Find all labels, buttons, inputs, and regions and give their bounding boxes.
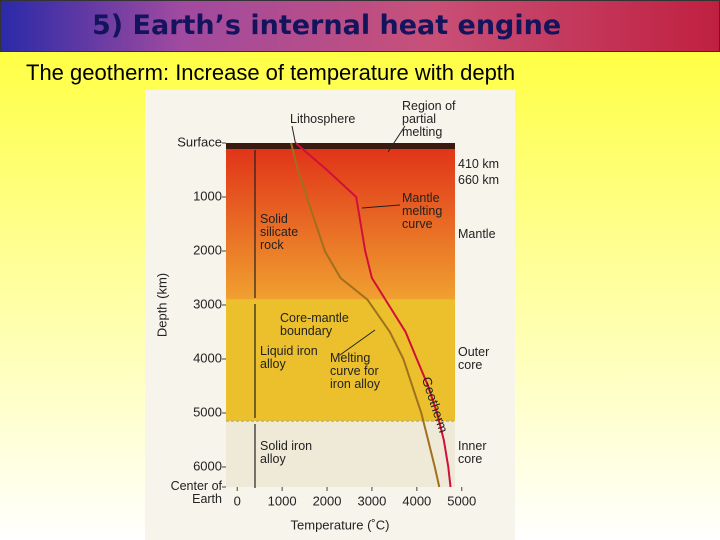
pointer xyxy=(291,125,297,147)
pointer xyxy=(339,329,376,356)
region xyxy=(226,421,455,487)
x-tick-label: 2000 xyxy=(313,493,342,508)
series-label: Mantle melting curve xyxy=(402,191,443,231)
series-label: Melting curve for iron alloy xyxy=(330,351,381,391)
y-tick-label: 4000 xyxy=(193,350,222,365)
y-tick-label: 2000 xyxy=(193,242,222,257)
slide-subtitle: The geotherm: Increase of temperature wi… xyxy=(26,60,516,85)
annotation: Lithosphere xyxy=(290,112,356,126)
slide-title: 5) Earth’s internal heat engine xyxy=(92,10,562,41)
y-tick-label: 1000 xyxy=(193,188,222,203)
region-label: Inner core xyxy=(458,439,487,466)
pointer xyxy=(361,204,401,209)
x-axis-title: Temperature (˚C) xyxy=(291,517,390,532)
region xyxy=(226,143,455,300)
annotation: Region of partial melting xyxy=(402,99,456,139)
annotation: 410 km xyxy=(458,157,499,171)
y-tick-label: Center of Earth xyxy=(170,479,222,506)
y-tick-label: 5000 xyxy=(193,404,222,419)
region-label: Outer core xyxy=(458,345,490,372)
region-label: Mantle xyxy=(458,227,496,241)
series-line xyxy=(294,142,387,301)
x-tick-label: 4000 xyxy=(402,493,431,508)
title-bar xyxy=(0,0,720,52)
x-tick-label: 3000 xyxy=(357,493,386,508)
pointer xyxy=(387,125,406,153)
series-line xyxy=(384,299,452,488)
x-tick-label: 0 xyxy=(234,493,241,508)
annotation: Core-mantle boundary xyxy=(280,311,349,338)
annotation: Solid iron alloy xyxy=(260,439,313,466)
y-tick-label: 3000 xyxy=(193,296,222,311)
annotation: Solid silicate rock xyxy=(260,212,299,252)
annotation: Liquid iron alloy xyxy=(260,344,318,371)
y-tick-label: 6000 xyxy=(193,458,222,473)
x-tick-label: 1000 xyxy=(268,493,297,508)
lithosphere xyxy=(226,143,455,149)
y-axis-title: Depth (km) xyxy=(154,273,169,337)
y-tick-label: Surface xyxy=(177,134,222,149)
series-line xyxy=(290,142,441,488)
annotation: 660 km xyxy=(458,173,499,187)
x-tick-label: 5000 xyxy=(447,493,476,508)
